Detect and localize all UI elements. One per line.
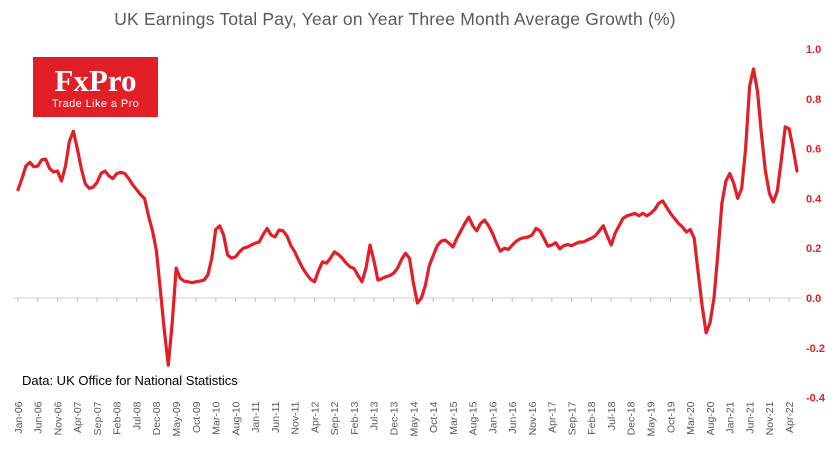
fxpro-logo-brand: FxPro <box>54 63 137 98</box>
x-axis-tick-label: Jul-08 <box>131 401 143 430</box>
x-axis-tick-label: Apr-22 <box>784 401 796 433</box>
x-axis-tick-label: May-19 <box>646 401 658 436</box>
x-axis-tick-label: Oct-14 <box>428 401 440 433</box>
x-axis-tick-label: Mar-10 <box>211 401 223 434</box>
fxpro-logo: FxPro Trade Like a Pro <box>33 57 158 117</box>
y-axis-tick-label: 0.4 <box>806 193 822 205</box>
x-axis-tick-label: Feb-13 <box>349 401 361 434</box>
y-axis-tick-label: 0.8 <box>806 94 821 106</box>
x-axis-tick-label: Jul-18 <box>606 401 618 430</box>
chart-title: UK Earnings Total Pay, Year on Year Thre… <box>114 9 676 29</box>
x-axis-tick-label: Sep-07 <box>92 401 104 435</box>
y-axis-tick-label: 0.0 <box>806 293 821 305</box>
x-axis-tick-label: Jan-21 <box>725 401 737 433</box>
x-axis-tick-label: Aug-15 <box>468 401 480 435</box>
x-axis-tick-label: Mar-15 <box>448 401 460 434</box>
x-axis-tick-label: Mar-20 <box>685 401 697 434</box>
x-axis-tick-label: Nov-16 <box>527 401 539 435</box>
pay-growth-line <box>16 67 799 367</box>
data-source-note: Data: UK Office for National Statistics <box>22 373 238 388</box>
x-axis-tick-label: Jan-16 <box>487 401 499 433</box>
y-axis-tick-label: -0.2 <box>806 343 825 355</box>
x-axis-tick-label: Aug-10 <box>230 401 242 435</box>
x-axis-tick-label: Jan-06 <box>13 401 25 433</box>
x-axis-tick-label: Sep-12 <box>329 401 341 435</box>
fxpro-logo-tagline: Trade Like a Pro <box>51 98 140 110</box>
y-axis-tick-label: 0.6 <box>806 144 821 156</box>
x-axis-tick-label: Dec-18 <box>626 401 638 435</box>
x-axis-tick-label: Jun-21 <box>744 401 756 433</box>
x-axis-tick-label: Jun-11 <box>270 401 282 432</box>
x-axis-tick-label: Oct-09 <box>191 401 203 433</box>
x-axis-tick-label: Oct-19 <box>665 401 677 433</box>
y-axis-tick-label: 1.0 <box>806 44 821 56</box>
x-axis-tick-label: Aug-20 <box>705 401 717 435</box>
x-axis-tick-label: Jun-06 <box>33 401 45 433</box>
x-axis-tick-label: Apr-12 <box>309 401 321 433</box>
x-axis-tick-label: Jul-13 <box>369 401 381 430</box>
x-axis-tick-label: Nov-06 <box>52 401 64 435</box>
y-axis-tick-label: -0.4 <box>806 393 826 405</box>
x-axis-tick-label: Feb-08 <box>112 401 124 434</box>
x-axis-tick-label: May-09 <box>171 401 183 436</box>
x-axis-tick-label: Jan-11 <box>250 401 262 432</box>
x-axis-tick-label: Nov-11 <box>290 401 302 434</box>
x-axis-tick-label: Jun-16 <box>507 401 519 433</box>
x-axis-tick-label: Feb-18 <box>586 401 598 434</box>
x-axis-tick-label: Sep-17 <box>566 401 578 435</box>
x-axis-tick-label: May-14 <box>408 401 420 436</box>
y-axis-tick-label: 0.2 <box>806 243 821 255</box>
x-axis-tick-label: Nov-21 <box>764 401 776 435</box>
x-axis-tick-label: Dec-13 <box>389 401 401 435</box>
x-axis-tick-label: Apr-17 <box>547 401 559 433</box>
x-axis-tick-label: Dec-08 <box>151 401 163 435</box>
x-axis-tick-label: Apr-07 <box>72 401 84 433</box>
